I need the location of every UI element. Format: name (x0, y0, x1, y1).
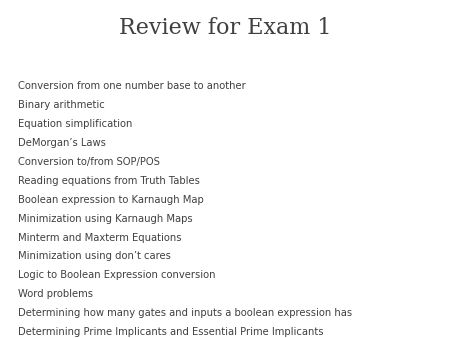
Text: Minimization using Karnaugh Maps: Minimization using Karnaugh Maps (18, 214, 193, 224)
Text: Review for Exam 1: Review for Exam 1 (119, 17, 331, 39)
Text: DeMorgan’s Laws: DeMorgan’s Laws (18, 138, 106, 148)
Text: Conversion from one number base to another: Conversion from one number base to anoth… (18, 81, 246, 91)
Text: Determining Prime Implicants and Essential Prime Implicants: Determining Prime Implicants and Essenti… (18, 327, 324, 337)
Text: Minterm and Maxterm Equations: Minterm and Maxterm Equations (18, 233, 181, 243)
Text: Word problems: Word problems (18, 289, 93, 299)
Text: Minimization using don’t cares: Minimization using don’t cares (18, 251, 171, 262)
Text: Reading equations from Truth Tables: Reading equations from Truth Tables (18, 176, 200, 186)
Text: Conversion to/from SOP/POS: Conversion to/from SOP/POS (18, 157, 160, 167)
Text: Logic to Boolean Expression conversion: Logic to Boolean Expression conversion (18, 270, 216, 281)
Text: Equation simplification: Equation simplification (18, 119, 132, 129)
Text: Boolean expression to Karnaugh Map: Boolean expression to Karnaugh Map (18, 195, 204, 205)
Text: Binary arithmetic: Binary arithmetic (18, 100, 105, 110)
Text: Determining how many gates and inputs a boolean expression has: Determining how many gates and inputs a … (18, 308, 352, 318)
